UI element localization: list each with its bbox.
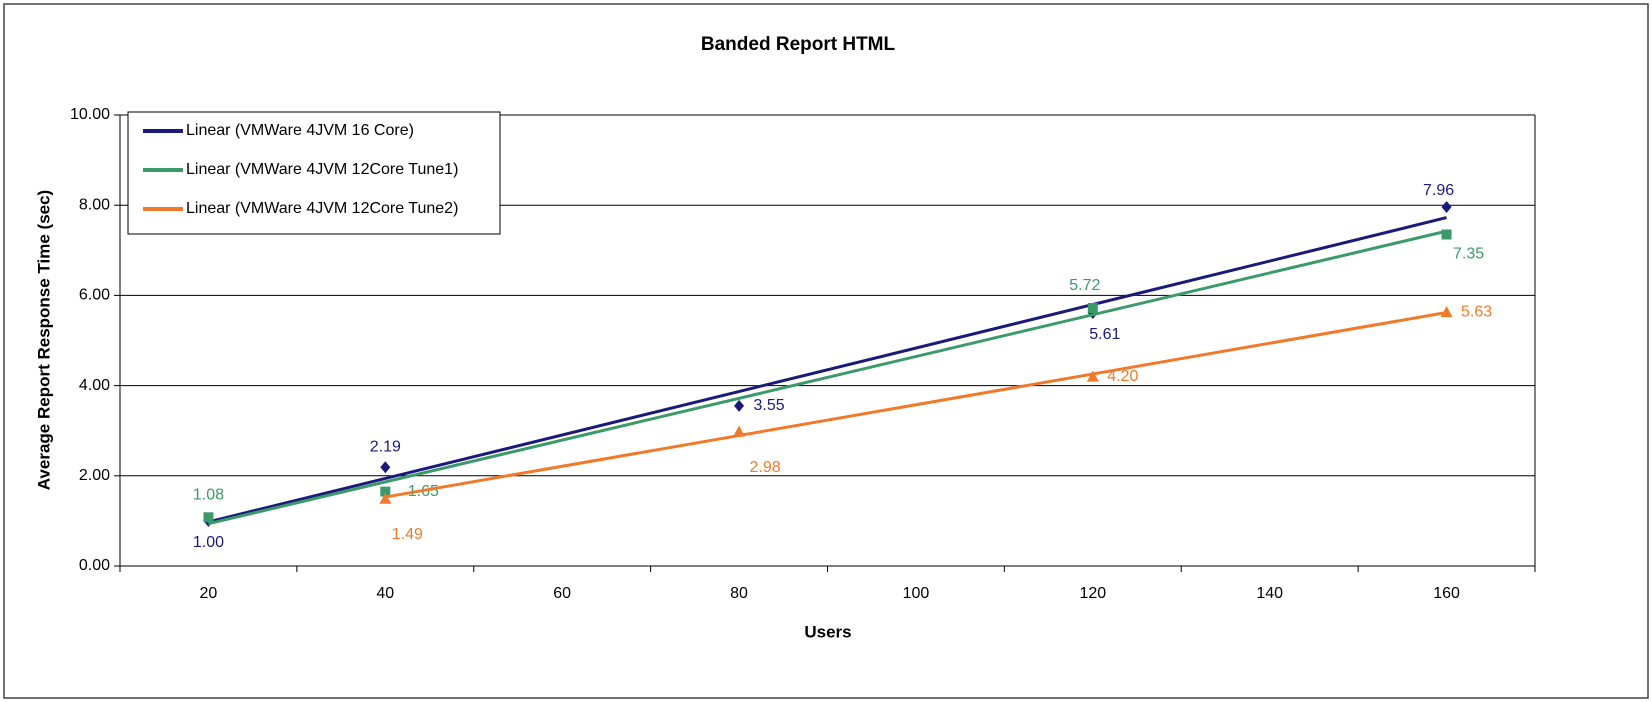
data-label: 5.72 <box>1069 277 1100 294</box>
x-tick-label: 40 <box>376 585 394 602</box>
y-tick-label: 4.00 <box>79 377 110 394</box>
marker <box>733 425 746 437</box>
trendline <box>208 216 1447 524</box>
data-label: 1.08 <box>193 487 224 504</box>
data-label: 1.00 <box>193 534 224 551</box>
x-tick-label: 20 <box>200 585 218 602</box>
marker <box>1087 303 1098 314</box>
marker <box>380 486 391 497</box>
marker <box>203 512 214 523</box>
trendline <box>385 311 1447 499</box>
y-tick-label: 10.00 <box>70 106 110 123</box>
y-tick-label: 0.00 <box>79 557 110 574</box>
y-tick-label: 8.00 <box>79 196 110 213</box>
x-tick-label: 100 <box>903 585 930 602</box>
legend-label: Linear (VMWare 4JVM 16 Core) <box>186 122 414 139</box>
y-tick-label: 6.00 <box>79 287 110 304</box>
data-label: 5.63 <box>1461 303 1492 320</box>
x-tick-label: 140 <box>1256 585 1283 602</box>
x-tick-label: 160 <box>1433 585 1460 602</box>
data-label: 2.98 <box>749 459 780 476</box>
data-label: 7.35 <box>1453 246 1484 263</box>
data-label: 3.55 <box>753 397 784 414</box>
x-tick-label: 80 <box>730 585 748 602</box>
data-label: 4.20 <box>1107 368 1138 385</box>
chart-frame <box>3 3 1649 699</box>
y-tick-label: 2.00 <box>79 467 110 484</box>
marker <box>1440 306 1453 318</box>
data-label: 1.49 <box>392 526 423 543</box>
chart-title: Banded Report HTML <box>701 34 896 55</box>
marker <box>734 399 745 412</box>
marker <box>1086 370 1099 382</box>
marker <box>1441 229 1452 240</box>
marker <box>379 492 392 504</box>
data-label: 7.96 <box>1423 182 1454 199</box>
data-label: 2.19 <box>370 438 401 455</box>
marker <box>380 461 391 474</box>
x-tick-label: 60 <box>553 585 571 602</box>
data-label: 5.61 <box>1089 326 1120 343</box>
legend <box>127 111 501 235</box>
trendline <box>208 229 1447 526</box>
legend-label: Linear (VMWare 4JVM 12Core Tune2) <box>186 200 458 217</box>
marker <box>1441 201 1452 214</box>
legend-label: Linear (VMWare 4JVM 12Core Tune1) <box>186 161 458 178</box>
x-axis-title: Users <box>804 622 851 641</box>
x-tick-label: 120 <box>1079 585 1106 602</box>
y-axis-title: Average Report Response Time (sec) <box>34 190 53 490</box>
